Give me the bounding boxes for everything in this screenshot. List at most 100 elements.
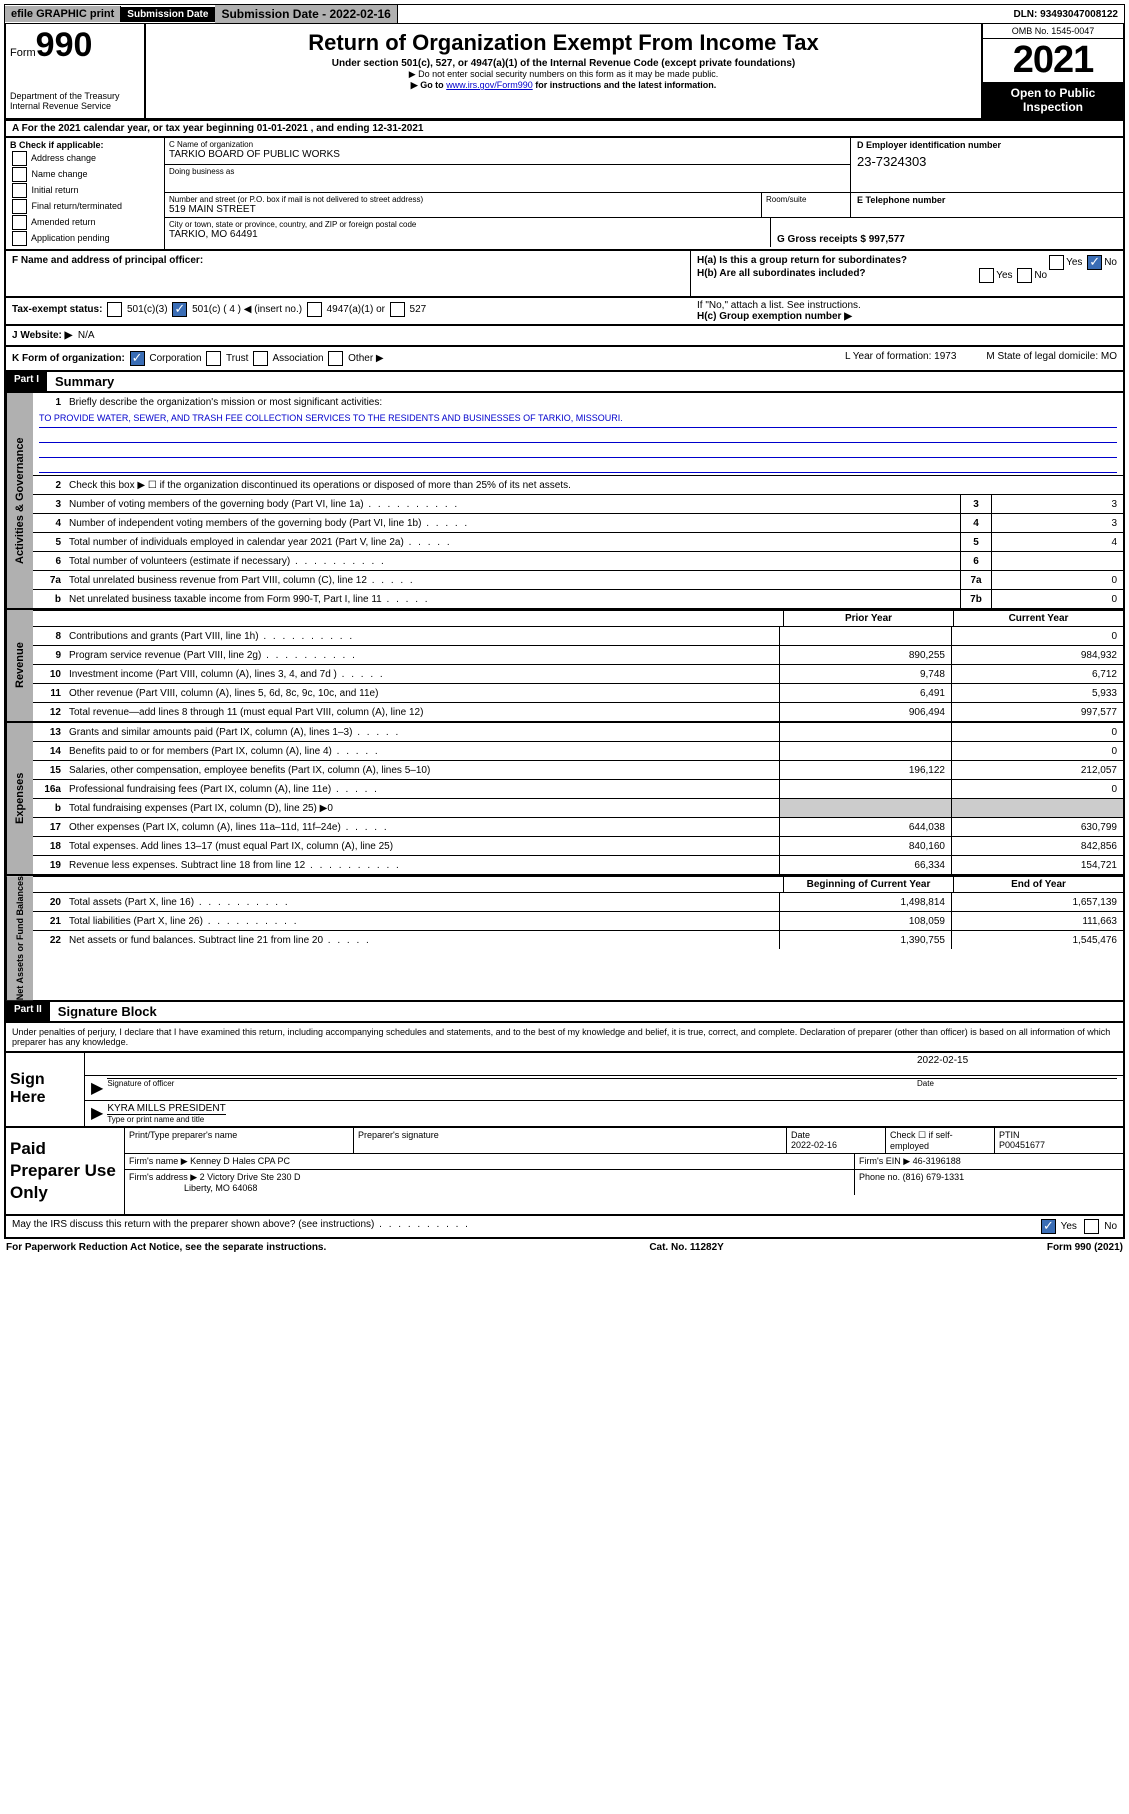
- row-j-website: J Website: ▶ N/A: [4, 326, 1125, 347]
- line-4-text: Number of independent voting members of …: [67, 516, 960, 531]
- addr-label: Number and street (or P.O. box if mail i…: [169, 195, 757, 204]
- l11-prior: 6,491: [779, 684, 951, 702]
- chk-501c3[interactable]: [107, 302, 122, 317]
- chk-trust[interactable]: [206, 351, 221, 366]
- firm-phone: (816) 679-1331: [903, 1172, 965, 1182]
- hb-label: H(b) Are all subordinates included?: [697, 268, 866, 279]
- hb-yes[interactable]: [979, 268, 994, 283]
- chk-other[interactable]: [328, 351, 343, 366]
- form-header: Form990 Department of the Treasury Inter…: [4, 24, 1125, 120]
- omb-number: OMB No. 1545-0047: [983, 24, 1123, 39]
- l15-prior: 196,122: [779, 761, 951, 779]
- signature-declaration: Under penalties of perjury, I declare th…: [4, 1023, 1125, 1053]
- efile-print-button[interactable]: efile GRAPHIC print: [5, 6, 121, 22]
- paid-preparer-label: Paid Preparer Use Only: [6, 1128, 124, 1214]
- chk-527[interactable]: [390, 302, 405, 317]
- firm-addr1: 2 Victory Drive Ste 230 D: [200, 1172, 301, 1182]
- l22-begin: 1,390,755: [779, 931, 951, 949]
- sign-here-label: Sign Here: [6, 1053, 84, 1126]
- submission-date-label: Submission Date: [121, 7, 215, 22]
- ha-no[interactable]: [1087, 255, 1102, 270]
- chk-assoc[interactable]: [253, 351, 268, 366]
- chk-final-return[interactable]: [12, 199, 27, 214]
- l14-current: 0: [951, 742, 1123, 760]
- name-title-label: Type or print name and title: [107, 1114, 225, 1124]
- l18-current: 842,856: [951, 837, 1123, 855]
- prep-date: 2022-02-16: [791, 1140, 837, 1150]
- sig-date: 2022-02-15: [917, 1055, 1117, 1073]
- room-suite-label: Room/suite: [762, 193, 851, 217]
- ha-label: H(a) Is this a group return for subordin…: [697, 255, 907, 266]
- ein-label: D Employer identification number: [857, 140, 1117, 150]
- l17-current: 630,799: [951, 818, 1123, 836]
- vtab-net-assets: Net Assets or Fund Balances: [6, 876, 33, 1000]
- l13-current: 0: [951, 723, 1123, 741]
- line-3-val: 3: [991, 495, 1123, 513]
- section-expenses: Expenses 13Grants and similar amounts pa…: [4, 723, 1125, 876]
- irs-label: Internal Revenue Service: [10, 101, 140, 111]
- discuss-yes[interactable]: [1041, 1219, 1056, 1234]
- line-3-text: Number of voting members of the governin…: [67, 497, 960, 512]
- hb-no[interactable]: [1017, 268, 1032, 283]
- officer-group-block: F Name and address of principal officer:…: [4, 251, 1125, 298]
- form-ref: Form 990 (2021): [1047, 1242, 1123, 1253]
- website-value: N/A: [78, 330, 95, 341]
- l17-prior: 644,038: [779, 818, 951, 836]
- chk-amended[interactable]: [12, 215, 27, 230]
- l20-end: 1,657,139: [951, 893, 1123, 911]
- tax-exempt-row: Tax-exempt status: 501(c)(3) 501(c) ( 4 …: [4, 298, 1125, 326]
- ha-yes[interactable]: [1049, 255, 1064, 270]
- street-address: 519 MAIN STREET: [169, 204, 757, 215]
- chk-corp[interactable]: [130, 351, 145, 366]
- submission-date-value: Submission Date - 2022-02-16: [215, 5, 397, 23]
- discuss-no[interactable]: [1084, 1219, 1099, 1234]
- firm-addr2: Liberty, MO 64068: [184, 1183, 257, 1193]
- line-7b-val: 0: [991, 590, 1123, 608]
- sign-here-block: Sign Here 2022-02-15 ▶ Signature of offi…: [4, 1053, 1125, 1128]
- col-beginning: Beginning of Current Year: [783, 877, 953, 892]
- part-2-header: Part II Signature Block: [4, 1002, 1125, 1023]
- org-name-label: C Name of organization: [169, 140, 846, 149]
- col-end: End of Year: [953, 877, 1123, 892]
- dept-treasury: Department of the Treasury: [10, 91, 140, 101]
- line-7b-text: Net unrelated business taxable income fr…: [67, 592, 960, 607]
- chk-name-change[interactable]: [12, 167, 27, 182]
- form-number: Form990: [10, 26, 140, 65]
- row-a-tax-year: A For the 2021 calendar year, or tax yea…: [4, 120, 1125, 138]
- cat-number: Cat. No. 11282Y: [649, 1242, 723, 1253]
- l18-prior: 840,160: [779, 837, 951, 855]
- irs-discuss-question: May the IRS discuss this return with the…: [12, 1219, 1039, 1234]
- row-k-form-org: K Form of organization: Corporation Trus…: [4, 347, 1125, 372]
- page-footer: For Paperwork Reduction Act Notice, see …: [4, 1239, 1125, 1256]
- instructions-link[interactable]: www.irs.gov/Form990: [446, 80, 533, 90]
- officer-sig-label: Signature of officer: [107, 1078, 917, 1098]
- l11-current: 5,933: [951, 684, 1123, 702]
- l19-current: 154,721: [951, 856, 1123, 874]
- chk-app-pending[interactable]: [12, 231, 27, 246]
- l12-current: 997,577: [951, 703, 1123, 721]
- l8-current: 0: [951, 627, 1123, 645]
- chk-address-change[interactable]: [12, 151, 27, 166]
- l15-current: 212,057: [951, 761, 1123, 779]
- dba-label: Doing business as: [169, 167, 846, 176]
- arrow-icon: ▶: [91, 1103, 103, 1124]
- chk-4947[interactable]: [307, 302, 322, 317]
- vtab-revenue: Revenue: [6, 610, 33, 721]
- l12-prior: 906,494: [779, 703, 951, 721]
- firm-ein: 46-3196188: [913, 1156, 961, 1166]
- date-label: Date: [917, 1078, 1117, 1098]
- self-employed-check[interactable]: Check ☐ if self-employed: [886, 1128, 995, 1153]
- officer-name: KYRA MILLS PRESIDENT: [107, 1103, 225, 1114]
- top-bar: efile GRAPHIC print Submission Date Subm…: [4, 4, 1125, 24]
- chk-501c[interactable]: [172, 302, 187, 317]
- year-formation: L Year of formation: 1973: [845, 351, 956, 366]
- l21-begin: 108,059: [779, 912, 951, 930]
- chk-initial-return[interactable]: [12, 183, 27, 198]
- instructions-link-line: ▶ Go to www.irs.gov/Form990 for instruct…: [150, 80, 977, 91]
- form-subtitle: Under section 501(c), 527, or 4947(a)(1)…: [150, 58, 977, 69]
- l10-current: 6,712: [951, 665, 1123, 683]
- line-4-val: 3: [991, 514, 1123, 532]
- tax-exempt-label: Tax-exempt status:: [12, 304, 102, 315]
- line-6-val: [991, 552, 1123, 570]
- l9-prior: 890,255: [779, 646, 951, 664]
